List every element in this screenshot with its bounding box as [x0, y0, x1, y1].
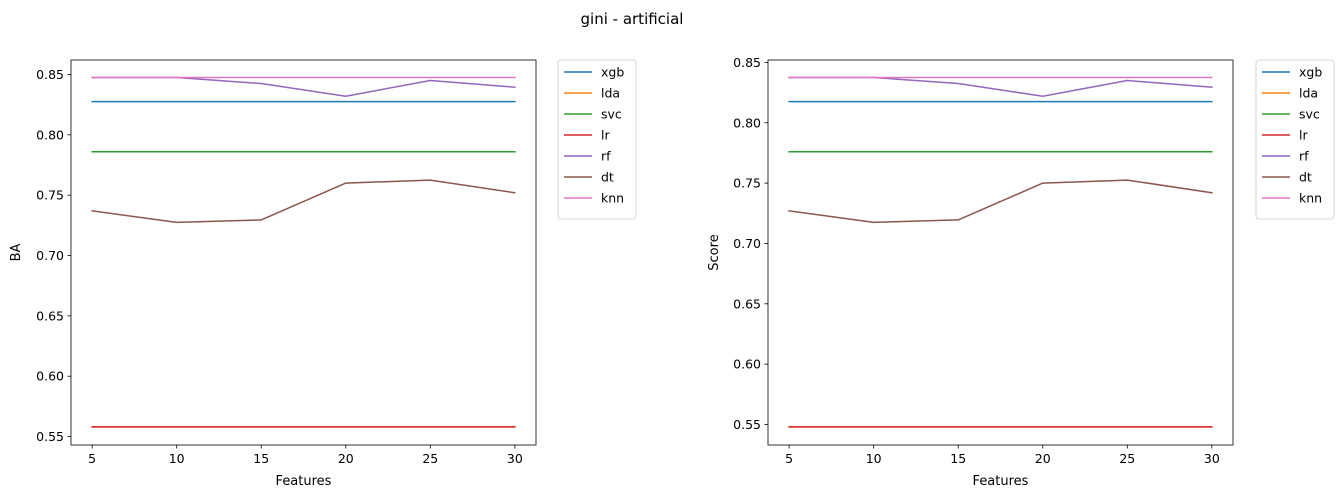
- legend-box: [1255, 59, 1335, 220]
- legend-label-dt: dt: [601, 170, 614, 185]
- legend-label-lda: lda: [601, 86, 620, 101]
- x-tick-label: 15: [950, 451, 966, 466]
- y-tick-label: 0.55: [733, 417, 761, 432]
- x-tick-label: 5: [88, 451, 96, 466]
- legend: xgb lda svc lr rf dt knn: [1255, 59, 1335, 220]
- y-tick-label: 0.70: [733, 236, 761, 251]
- x-tick-label: 30: [1204, 451, 1220, 466]
- legend-label-svc: svc: [1299, 107, 1320, 122]
- right-subplot: 5 10 15 20 25 30 0.55 0.60 0.65 0.70 0.75 0.80 0.85 F…: [707, 55, 1335, 489]
- x-tick-label: 25: [1119, 451, 1135, 466]
- x-tick-label: 10: [866, 451, 882, 466]
- y-axis-label: Score: [707, 234, 722, 270]
- legend-label-rf: rf: [1299, 149, 1309, 164]
- legend-label-svc: svc: [601, 107, 622, 122]
- x-tick-label: 15: [253, 451, 269, 466]
- figure-suptitle: gini - artificial: [581, 10, 684, 28]
- series-line-dt: [91, 179, 516, 224]
- y-tick-label: 0.70: [36, 248, 64, 263]
- x-tick-label: 5: [785, 451, 793, 466]
- x-axis-label: Features: [276, 474, 332, 489]
- x-tick-label: 20: [1035, 451, 1051, 466]
- legend-label-xgb: xgb: [1299, 65, 1322, 80]
- legend-label-xgb: xgb: [601, 65, 624, 80]
- legend-label-lda: lda: [1299, 86, 1318, 101]
- axes-frame: [767, 59, 1234, 446]
- series-line-rf: [91, 76, 516, 97]
- legend-label-lr: lr: [1299, 128, 1308, 143]
- x-axis-label: Features: [973, 474, 1029, 489]
- legend-label-lr: lr: [601, 128, 610, 143]
- legend: xgb lda svc lr rf dt knn: [557, 59, 637, 220]
- y-tick-label: 0.85: [733, 55, 761, 70]
- y-tick-label: 0.60: [36, 369, 64, 384]
- legend-box: [557, 59, 637, 220]
- legend-label-knn: knn: [1299, 191, 1322, 206]
- y-tick-label: 0.80: [733, 115, 761, 130]
- series-line-rf: [788, 76, 1213, 97]
- y-tick-label: 0.85: [36, 67, 64, 82]
- legend-label-dt: dt: [1299, 170, 1312, 185]
- y-tick-label: 0.80: [36, 127, 64, 142]
- left-subplot: 5 10 15 20 25 30 0.55 0.60 0.65 0.70 0.75 0.80 0.85 F…: [9, 59, 637, 489]
- x-tick-label: 30: [507, 451, 523, 466]
- y-tick-label: 0.55: [36, 429, 64, 444]
- x-tick-label: 10: [169, 451, 185, 466]
- axes-frame: [70, 59, 537, 446]
- legend-label-rf: rf: [601, 149, 611, 164]
- y-axis-label: BA: [9, 243, 24, 261]
- y-tick-label: 0.75: [36, 188, 64, 203]
- series-line-dt: [788, 179, 1213, 224]
- y-tick-label: 0.75: [733, 176, 761, 191]
- y-tick-label: 0.65: [36, 308, 64, 323]
- x-tick-label: 20: [338, 451, 354, 466]
- y-tick-label: 0.65: [733, 296, 761, 311]
- legend-label-knn: knn: [601, 191, 624, 206]
- x-tick-label: 25: [422, 451, 438, 466]
- y-tick-label: 0.60: [733, 357, 761, 372]
